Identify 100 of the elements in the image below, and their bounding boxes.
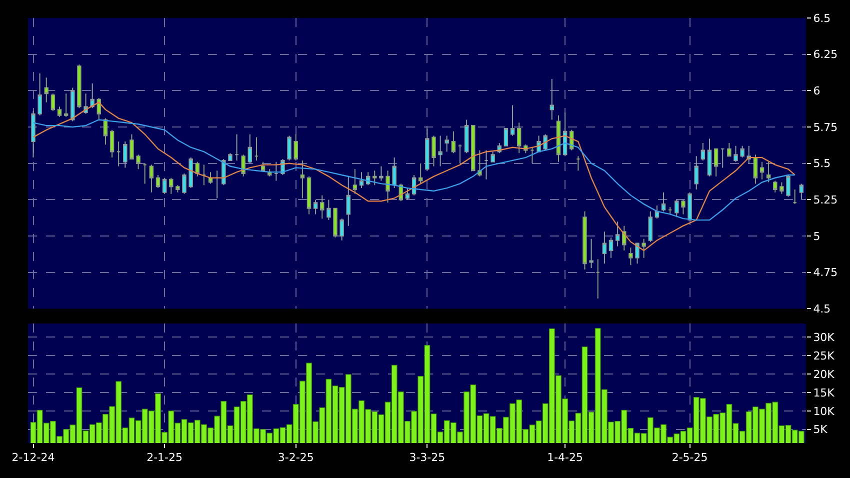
- candlestick: [700, 142, 706, 161]
- candlestick: [254, 136, 259, 161]
- candlestick: [379, 166, 384, 182]
- candlestick: [57, 106, 62, 118]
- candlestick: [162, 177, 167, 194]
- candlestick: [38, 72, 42, 116]
- candlestick: [615, 220, 620, 247]
- candlestick: [130, 134, 134, 160]
- candlestick: [628, 247, 633, 266]
- y-tick-label: 4.75: [813, 266, 838, 280]
- candlestick: [766, 161, 771, 183]
- y-tick-label: 30K: [813, 331, 836, 344]
- candlestick: [425, 128, 430, 172]
- candlestick: [694, 156, 698, 190]
- candlestick: [326, 199, 331, 221]
- candlestick: [70, 87, 75, 122]
- y-tick-label: 4.5: [813, 302, 831, 316]
- candlestick: [780, 182, 784, 194]
- x-tick-label: 2-12-24: [12, 451, 55, 464]
- candlestick: [753, 154, 758, 184]
- y-tick-label: 5.25: [813, 194, 838, 207]
- y-tick-label: 10K: [813, 404, 836, 418]
- candlestick: [792, 189, 797, 205]
- candlestick: [727, 142, 732, 157]
- candlestick: [589, 238, 594, 268]
- candlestick: [504, 128, 508, 146]
- candlestick: [773, 180, 778, 193]
- candlestick: [169, 177, 174, 194]
- candlestick: [176, 184, 180, 193]
- candlestick: [444, 135, 449, 152]
- candlestick: [668, 206, 672, 215]
- y-tick-label: 5K: [813, 423, 828, 436]
- candlestick: [110, 129, 114, 158]
- candlestick: [530, 146, 534, 164]
- candlestick: [306, 176, 312, 215]
- candlestick: [274, 161, 278, 182]
- candlestick: [451, 130, 456, 154]
- candlestick: [602, 231, 607, 264]
- candlestick: [320, 194, 324, 220]
- candlestick: [418, 162, 423, 184]
- candlestick: [714, 148, 718, 177]
- candlestick: [372, 170, 377, 186]
- candlestick: [562, 112, 568, 157]
- candlestick: [44, 77, 48, 103]
- candlestick: [313, 199, 318, 215]
- candlestick: [471, 125, 476, 172]
- y-tick-label: 20K: [813, 368, 836, 381]
- candlestick: [50, 93, 56, 112]
- x-tick-label: 2-5-25: [672, 451, 708, 464]
- candlestick: [661, 192, 666, 212]
- candlestick: [432, 135, 436, 167]
- candlestick: [458, 144, 462, 164]
- candlestick: [484, 150, 488, 180]
- candlestick: [294, 134, 298, 161]
- candlestick: [208, 172, 213, 184]
- candlestick: [740, 145, 744, 158]
- candlestick: [556, 114, 561, 162]
- candlestick: [760, 161, 764, 180]
- y-tick-label: 5.75: [813, 120, 838, 134]
- candlestick: [786, 174, 790, 198]
- candlestick: [333, 208, 338, 238]
- candlestick: [359, 172, 364, 189]
- candlestick: [116, 141, 121, 167]
- candlestick: [149, 164, 154, 193]
- candlestick: [734, 145, 738, 162]
- x-tick-label: 3-3-25: [409, 451, 446, 464]
- y-tick-label: 6.25: [813, 48, 838, 62]
- line-series: [32, 119, 796, 221]
- candlestick: [550, 78, 554, 120]
- candlestick: [490, 151, 495, 162]
- candlestick: [142, 162, 147, 184]
- candlestick: [136, 154, 140, 170]
- candlestick: [681, 199, 686, 215]
- candlestick: [248, 134, 252, 164]
- candlestick: [478, 150, 482, 177]
- candlestick: [352, 168, 358, 194]
- candlestick: [182, 173, 186, 194]
- candlestick: [438, 135, 442, 167]
- candlestick: [464, 119, 469, 154]
- x-tick-label: 3-2-25: [278, 451, 314, 464]
- line-series: [32, 102, 796, 252]
- candlestick: [674, 199, 679, 218]
- candlestick: [688, 192, 692, 221]
- candlestick: [392, 157, 396, 189]
- candlestick: [707, 138, 712, 177]
- candlestick: [510, 104, 515, 136]
- candlestick: [386, 170, 390, 204]
- candlestick: [222, 158, 226, 186]
- candlestick: [642, 238, 646, 258]
- candlestick: [516, 122, 522, 154]
- y-tick-label: 6: [813, 84, 820, 98]
- candlestick: [635, 242, 640, 264]
- candlestick: [156, 174, 160, 189]
- y-tick-label: 15K: [813, 386, 836, 400]
- candlestick: [582, 210, 587, 270]
- candlestick: [596, 258, 600, 300]
- candlestick: [799, 183, 804, 200]
- y-tick-label: 6.5: [813, 12, 831, 25]
- candlestick: [287, 135, 292, 161]
- y-tick-label: 25K: [813, 349, 836, 362]
